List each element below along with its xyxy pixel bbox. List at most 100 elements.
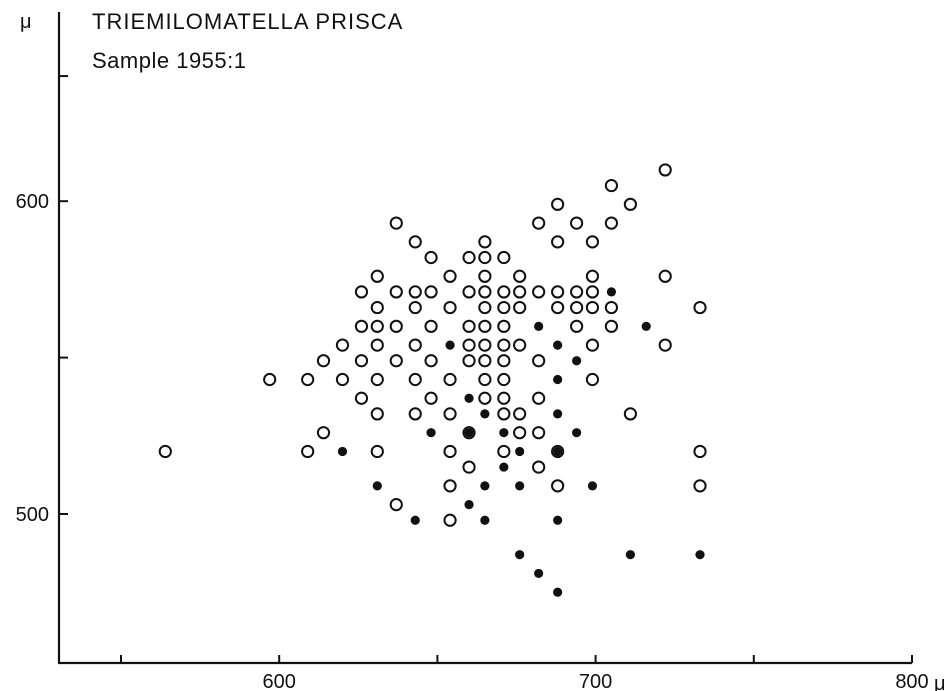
- data-point-open: [497, 250, 511, 265]
- data-point-open: [497, 354, 511, 368]
- data-point-filled: [553, 409, 563, 419]
- data-point-filled: [410, 515, 420, 525]
- data-point-open: [693, 479, 707, 493]
- data-point-filled: [464, 393, 474, 403]
- data-point-open: [316, 426, 331, 440]
- data-point-filled: [534, 321, 544, 331]
- data-point-open: [478, 300, 492, 315]
- data-point-open: [585, 338, 600, 352]
- data-point-open: [370, 269, 384, 283]
- data-point-open: [623, 197, 638, 211]
- data-point-filled: [553, 340, 563, 350]
- data-point-open: [604, 300, 619, 315]
- data-point-filled: [553, 587, 563, 597]
- data-point-open: [354, 354, 369, 368]
- data-point-open: [551, 197, 565, 211]
- y-ticks: 500 600: [16, 75, 68, 526]
- data-point-filled: [641, 321, 651, 331]
- data-point-open: [408, 300, 422, 315]
- data-point-open: [316, 354, 331, 368]
- data-point-open: [478, 338, 492, 352]
- data-point-open: [424, 391, 438, 405]
- data-point-open: [478, 285, 492, 299]
- data-point-open: [462, 354, 476, 368]
- data-point-open: [497, 319, 511, 333]
- data-point-open: [693, 444, 707, 459]
- data-point-open: [443, 269, 457, 283]
- data-point-open: [604, 319, 619, 333]
- chart-title: TRIEMILOMATELLA PRISCA: [92, 9, 403, 34]
- data-point-filled: [553, 446, 563, 457]
- x-ticks: 600 700 800 μ: [120, 655, 946, 691]
- data-point-open: [301, 372, 315, 387]
- data-point-filled: [625, 550, 636, 560]
- data-point-open: [354, 391, 369, 405]
- data-point-open: [585, 285, 600, 299]
- data-point-filled: [499, 462, 509, 472]
- data-point-open: [551, 479, 565, 493]
- data-point-open: [335, 372, 350, 387]
- data-point-filled: [572, 356, 582, 366]
- data-point-open: [335, 338, 350, 352]
- data-point-open: [443, 479, 457, 493]
- data-point-open: [424, 250, 438, 265]
- data-point-open: [424, 285, 438, 299]
- data-point-open: [478, 235, 492, 249]
- data-point-open: [604, 216, 619, 230]
- data-point-open: [497, 444, 511, 459]
- x-tick-label: 600: [263, 671, 296, 691]
- data-point-open: [585, 269, 600, 283]
- data-point-open: [585, 235, 600, 249]
- data-point-open: [658, 163, 672, 177]
- data-point-open: [370, 338, 384, 352]
- data-point-open: [570, 216, 584, 230]
- data-point-open: [623, 407, 638, 421]
- data-point-open: [513, 269, 527, 283]
- y-axis-unit: μ: [20, 11, 32, 33]
- data-point-open: [497, 338, 511, 352]
- data-point-filled: [372, 481, 382, 491]
- data-point-open: [408, 407, 422, 421]
- data-point-open: [570, 285, 584, 299]
- data-point-open: [513, 300, 527, 315]
- data-point-open: [585, 372, 600, 387]
- data-point-open: [513, 426, 527, 440]
- data-point-open: [370, 300, 384, 315]
- data-point-filled: [534, 568, 544, 579]
- data-point-filled: [553, 515, 563, 525]
- data-point-open: [532, 460, 546, 474]
- series-filled-dots: [337, 287, 705, 597]
- data-point-open: [370, 319, 384, 333]
- data-point-open: [408, 338, 422, 352]
- data-point-open: [443, 513, 457, 527]
- data-point-open: [462, 460, 476, 474]
- data-point-open: [551, 235, 565, 249]
- data-point-open: [532, 391, 546, 405]
- data-point-open: [408, 235, 422, 249]
- y-tick-label: 600: [16, 191, 49, 213]
- data-point-open: [389, 285, 403, 299]
- data-point-open: [424, 354, 438, 368]
- data-point-filled: [464, 500, 474, 510]
- data-point-filled: [480, 409, 490, 419]
- data-point-open: [497, 285, 511, 299]
- data-point-open: [532, 426, 546, 440]
- data-point-filled: [337, 446, 348, 457]
- data-point-open: [497, 407, 511, 421]
- data-point-open: [658, 269, 672, 283]
- data-point-open: [424, 319, 438, 333]
- data-point-open: [408, 372, 422, 387]
- data-point-open: [462, 338, 476, 352]
- data-point-open: [462, 319, 476, 333]
- data-point-filled: [445, 340, 455, 350]
- data-point-open: [570, 300, 584, 315]
- data-point-open: [354, 285, 369, 299]
- data-point-open: [389, 498, 403, 512]
- data-point-open: [263, 372, 277, 387]
- data-point-open: [604, 178, 619, 193]
- data-point-filled: [499, 428, 509, 438]
- data-point-filled: [480, 481, 490, 491]
- data-point-filled: [515, 446, 525, 457]
- data-point-open: [513, 338, 527, 352]
- data-point-open: [389, 354, 403, 368]
